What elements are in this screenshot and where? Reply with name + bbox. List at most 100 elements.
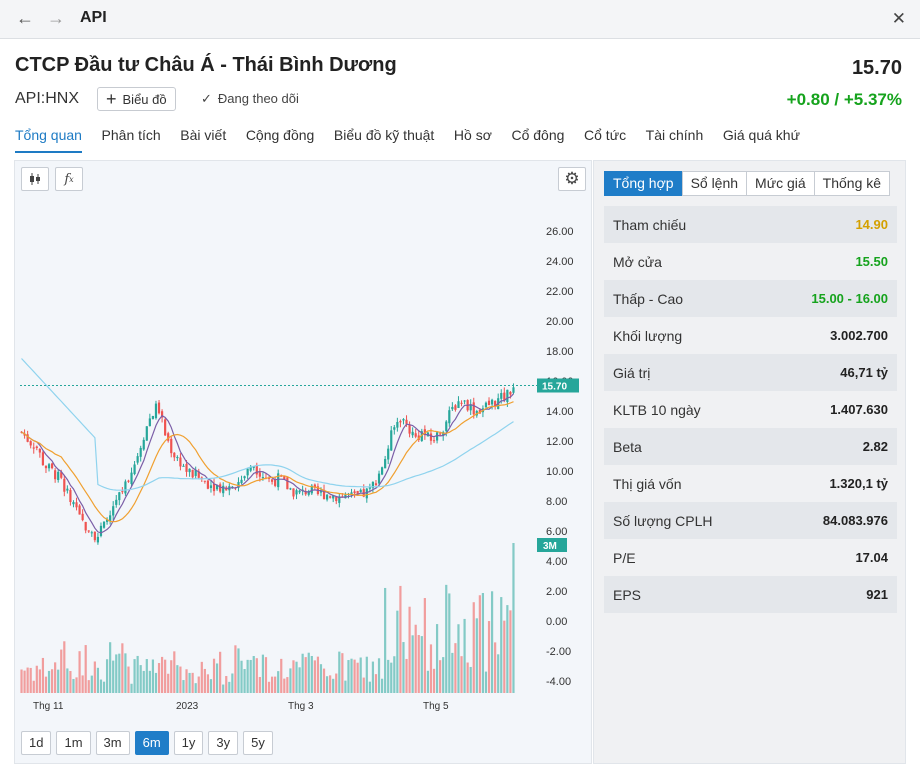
back-arrow-icon[interactable]: ← bbox=[16, 8, 34, 28]
volume-bar bbox=[133, 659, 136, 693]
range-5y[interactable]: 5y bbox=[243, 731, 273, 755]
volume-bar bbox=[463, 618, 466, 693]
volume-bar bbox=[237, 648, 240, 693]
range-1y[interactable]: 1y bbox=[173, 731, 204, 755]
candle-body bbox=[377, 473, 381, 484]
tab-1[interactable]: Phân tích bbox=[101, 127, 161, 143]
volume-bar bbox=[188, 672, 191, 693]
summary-row: Thấp - Cao 15.00 - 16.00 bbox=[604, 280, 897, 317]
volume-bar bbox=[47, 670, 51, 693]
candle-body bbox=[460, 402, 463, 404]
candle-body bbox=[356, 490, 359, 495]
summary-tab-1[interactable]: Sổ lệnh bbox=[681, 171, 748, 196]
volume-bar bbox=[316, 656, 320, 693]
volume-bar bbox=[310, 655, 313, 693]
candle-body bbox=[136, 456, 139, 463]
volume-bar bbox=[75, 677, 78, 693]
summary-label: Thấp - Cao bbox=[613, 290, 684, 307]
candle-body bbox=[194, 469, 197, 476]
tab-7[interactable]: Cổ tức bbox=[584, 127, 627, 143]
summary-tab-3[interactable]: Thống kê bbox=[813, 171, 891, 196]
tab-2[interactable]: Bài viết bbox=[180, 127, 227, 143]
candle-body bbox=[494, 400, 497, 407]
range-3m[interactable]: 3m bbox=[95, 731, 130, 755]
range-1m[interactable]: 1m bbox=[56, 731, 91, 755]
ma-long-line bbox=[21, 358, 514, 491]
price-chart[interactable]: 26.0024.0022.0020.0018.0016.0014.0012.00… bbox=[15, 161, 591, 721]
volume-bar bbox=[231, 673, 234, 693]
ticker-symbol: API:HNX bbox=[15, 90, 80, 107]
tab-4[interactable]: Biểu đồ kỹ thuật bbox=[333, 127, 435, 143]
candle-body bbox=[154, 403, 158, 419]
candle-body bbox=[304, 491, 307, 495]
check-icon: ✓ bbox=[201, 91, 212, 106]
candle-body bbox=[225, 487, 228, 491]
summary-value: 1.320,1 tỷ bbox=[829, 476, 888, 491]
summary-tab-2[interactable]: Mức giá bbox=[746, 171, 815, 196]
volume-bar bbox=[384, 587, 387, 693]
volume-bar bbox=[84, 645, 87, 693]
price-tick-label: -2.00 bbox=[546, 646, 571, 658]
range-1d[interactable]: 1d bbox=[21, 731, 52, 755]
volume-bar bbox=[408, 606, 411, 693]
volume-bar bbox=[154, 672, 158, 693]
forward-arrow-icon[interactable]: → bbox=[47, 8, 65, 28]
tab-6[interactable]: Cổ đông bbox=[511, 127, 565, 143]
volume-bar bbox=[261, 654, 265, 693]
summary-row: Giá trị 46,71 tỷ bbox=[604, 354, 897, 391]
range-6m[interactable]: 6m bbox=[134, 731, 169, 755]
candle-body bbox=[405, 419, 408, 424]
tab-0[interactable]: Tổng quan bbox=[15, 127, 82, 153]
close-icon[interactable]: ✕ bbox=[891, 9, 906, 28]
volume-bar bbox=[99, 679, 103, 693]
candle-body bbox=[338, 496, 341, 503]
candle-body bbox=[222, 485, 225, 494]
summary-row: KLTB 10 ngày 1.407.630 bbox=[604, 391, 897, 428]
volume-bar bbox=[176, 665, 179, 693]
candle-body bbox=[133, 464, 136, 475]
summary-value: 921 bbox=[866, 587, 888, 602]
volume-bar bbox=[203, 668, 206, 693]
follow-label: Đang theo dõi bbox=[217, 91, 299, 106]
candle-body bbox=[365, 488, 368, 499]
summary-row: Beta 2.82 bbox=[604, 428, 897, 465]
candlestick-icon[interactable] bbox=[21, 167, 49, 191]
volume-bar bbox=[270, 676, 274, 693]
candle-body bbox=[484, 402, 488, 408]
volume-bar bbox=[225, 676, 228, 693]
summary-tab-0[interactable]: Tổng hợp bbox=[604, 171, 683, 196]
tab-8[interactable]: Tài chính bbox=[645, 127, 704, 143]
volume-bar bbox=[274, 676, 277, 693]
summary-label: Giá trị bbox=[613, 364, 651, 381]
volume-bar bbox=[277, 671, 280, 693]
tab-9[interactable]: Giá quá khứ bbox=[722, 127, 800, 143]
follow-toggle[interactable]: ✓ Đang theo dõi bbox=[201, 91, 299, 107]
summary-value: 15.50 bbox=[855, 254, 888, 269]
chart-button[interactable]: + Biểu đồ bbox=[97, 87, 176, 111]
volume-bar bbox=[387, 659, 390, 693]
gear-icon[interactable]: ⚙ bbox=[558, 167, 586, 191]
volume-bar bbox=[402, 642, 405, 693]
candle-body bbox=[145, 426, 148, 441]
volume-bar bbox=[356, 662, 359, 693]
candle-body bbox=[353, 491, 356, 494]
candle-body bbox=[258, 472, 261, 477]
range-3y[interactable]: 3y bbox=[208, 731, 239, 755]
volume-bar bbox=[215, 663, 219, 693]
candle-body bbox=[105, 519, 109, 522]
price-tick-label: 6.00 bbox=[546, 526, 567, 538]
candle-body bbox=[255, 464, 258, 475]
tab-5[interactable]: Hồ sơ bbox=[453, 127, 492, 143]
candle-body bbox=[332, 495, 335, 499]
tab-3[interactable]: Cộng đồng bbox=[245, 127, 315, 143]
title-bar: ← → API ✕ bbox=[0, 0, 920, 39]
summary-label: KLTB 10 ngày bbox=[613, 401, 701, 418]
candle-body bbox=[292, 488, 295, 497]
volume-bar bbox=[109, 642, 112, 693]
summary-value: 1.407.630 bbox=[830, 402, 888, 417]
candle-body bbox=[170, 438, 173, 454]
price-tick-label: -4.00 bbox=[546, 676, 571, 688]
volume-bar bbox=[255, 658, 258, 693]
volume-bar bbox=[301, 653, 304, 693]
